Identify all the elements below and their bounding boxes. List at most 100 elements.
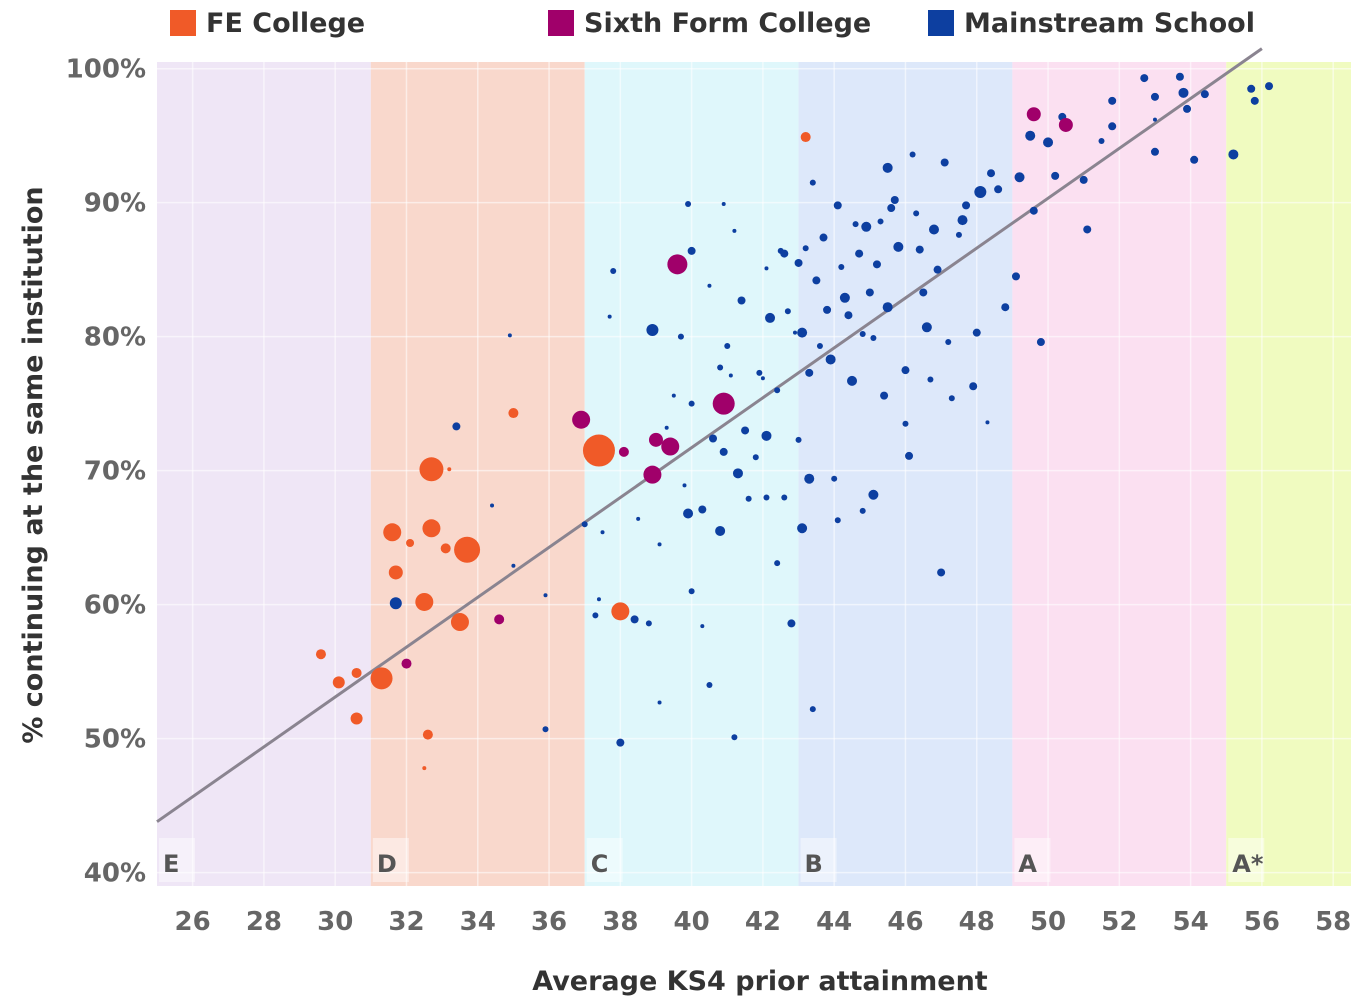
data-point-mainstream-school[interactable] — [852, 221, 859, 228]
data-point-fe-college[interactable] — [419, 457, 444, 482]
data-point-mainstream-school[interactable] — [774, 560, 781, 567]
data-point-mainstream-school[interactable] — [919, 288, 928, 297]
data-point-mainstream-school[interactable] — [700, 624, 705, 629]
data-point-mainstream-school[interactable] — [761, 430, 772, 441]
data-point-mainstream-school[interactable] — [1140, 74, 1149, 83]
data-point-mainstream-school[interactable] — [683, 508, 694, 519]
data-point-fe-college[interactable] — [415, 592, 434, 611]
data-point-mainstream-school[interactable] — [1200, 90, 1209, 99]
data-point-fe-college[interactable] — [447, 467, 452, 472]
data-point-mainstream-school[interactable] — [855, 249, 864, 258]
data-point-mainstream-school[interactable] — [940, 158, 949, 167]
data-point-mainstream-school[interactable] — [890, 196, 899, 205]
data-point-mainstream-school[interactable] — [507, 333, 512, 338]
data-point-mainstream-school[interactable] — [756, 369, 763, 376]
data-point-mainstream-school[interactable] — [490, 503, 495, 508]
data-point-mainstream-school[interactable] — [1150, 92, 1159, 101]
data-point-mainstream-school[interactable] — [1247, 84, 1256, 93]
data-point-sixth-form-college[interactable] — [401, 658, 412, 669]
data-point-sixth-form-college[interactable] — [667, 254, 688, 275]
data-point-mainstream-school[interactable] — [688, 400, 695, 407]
data-point-mainstream-school[interactable] — [831, 475, 838, 482]
data-point-mainstream-school[interactable] — [646, 323, 659, 336]
data-point-fe-college[interactable] — [422, 766, 427, 771]
data-point-mainstream-school[interactable] — [809, 706, 816, 713]
data-point-mainstream-school[interactable] — [706, 682, 713, 689]
data-point-mainstream-school[interactable] — [728, 373, 733, 378]
data-point-mainstream-school[interactable] — [719, 447, 728, 456]
data-point-sixth-form-college[interactable] — [572, 410, 591, 429]
data-point-mainstream-school[interactable] — [1178, 87, 1189, 98]
data-point-mainstream-school[interactable] — [974, 185, 987, 198]
data-point-mainstream-school[interactable] — [804, 473, 815, 484]
data-point-fe-college[interactable] — [388, 565, 403, 580]
data-point-mainstream-school[interactable] — [1152, 117, 1157, 122]
data-point-mainstream-school[interactable] — [823, 305, 832, 314]
data-point-fe-college[interactable] — [332, 676, 345, 689]
data-point-mainstream-school[interactable] — [859, 330, 866, 337]
data-point-mainstream-school[interactable] — [389, 597, 402, 610]
data-point-mainstream-school[interactable] — [698, 505, 707, 514]
data-point-mainstream-school[interactable] — [969, 382, 978, 391]
data-point-mainstream-school[interactable] — [870, 335, 877, 342]
data-point-mainstream-school[interactable] — [745, 495, 752, 502]
data-point-mainstream-school[interactable] — [657, 542, 662, 547]
data-point-mainstream-school[interactable] — [741, 426, 750, 435]
data-point-mainstream-school[interactable] — [657, 700, 662, 705]
data-point-mainstream-school[interactable] — [1175, 72, 1184, 81]
data-point-fe-college[interactable] — [370, 667, 393, 690]
data-point-mainstream-school[interactable] — [1029, 206, 1038, 215]
data-point-mainstream-school[interactable] — [724, 343, 731, 350]
data-point-mainstream-school[interactable] — [677, 333, 684, 340]
data-point-mainstream-school[interactable] — [838, 263, 845, 270]
data-point-mainstream-school[interactable] — [765, 312, 776, 323]
data-point-fe-college[interactable] — [454, 536, 481, 563]
data-point-mainstream-school[interactable] — [809, 179, 816, 186]
data-point-mainstream-school[interactable] — [872, 260, 881, 269]
data-point-mainstream-school[interactable] — [994, 185, 1003, 194]
data-point-mainstream-school[interactable] — [825, 354, 836, 365]
data-point-mainstream-school[interactable] — [913, 210, 920, 217]
data-point-mainstream-school[interactable] — [887, 204, 896, 213]
data-point-mainstream-school[interactable] — [780, 249, 789, 258]
data-point-mainstream-school[interactable] — [962, 201, 971, 210]
data-point-mainstream-school[interactable] — [1108, 122, 1117, 131]
data-point-fe-college[interactable] — [406, 539, 415, 548]
data-point-mainstream-school[interactable] — [1051, 171, 1060, 180]
data-point-mainstream-school[interactable] — [763, 494, 770, 501]
data-point-mainstream-school[interactable] — [731, 734, 738, 741]
data-point-mainstream-school[interactable] — [1228, 149, 1239, 160]
data-point-mainstream-school[interactable] — [859, 507, 866, 514]
data-point-mainstream-school[interactable] — [737, 296, 746, 305]
data-point-mainstream-school[interactable] — [1043, 137, 1054, 148]
data-point-mainstream-school[interactable] — [787, 619, 796, 628]
data-point-mainstream-school[interactable] — [844, 311, 853, 320]
data-point-mainstream-school[interactable] — [797, 523, 808, 534]
data-point-mainstream-school[interactable] — [937, 568, 946, 577]
data-point-fe-college[interactable] — [351, 667, 362, 678]
data-point-mainstream-school[interactable] — [636, 516, 641, 521]
data-point-sixth-form-college[interactable] — [494, 614, 505, 625]
data-point-mainstream-school[interactable] — [600, 530, 605, 535]
data-point-mainstream-school[interactable] — [664, 425, 669, 430]
data-point-mainstream-school[interactable] — [760, 376, 765, 381]
data-point-fe-college[interactable] — [383, 523, 402, 542]
data-point-mainstream-school[interactable] — [985, 420, 990, 425]
data-point-mainstream-school[interactable] — [928, 224, 939, 235]
data-point-sixth-form-college[interactable] — [661, 437, 680, 456]
data-point-sixth-form-college[interactable] — [618, 446, 629, 457]
data-point-mainstream-school[interactable] — [839, 292, 850, 303]
data-point-mainstream-school[interactable] — [819, 233, 828, 242]
data-point-mainstream-school[interactable] — [877, 218, 884, 225]
data-point-mainstream-school[interactable] — [671, 393, 676, 398]
data-point-mainstream-school[interactable] — [882, 302, 893, 313]
data-point-mainstream-school[interactable] — [927, 376, 934, 383]
data-point-mainstream-school[interactable] — [1190, 155, 1199, 164]
data-point-mainstream-school[interactable] — [645, 620, 652, 627]
data-point-mainstream-school[interactable] — [542, 726, 549, 733]
data-point-mainstream-school[interactable] — [797, 327, 808, 338]
data-point-mainstream-school[interactable] — [511, 563, 516, 568]
data-point-mainstream-school[interactable] — [861, 221, 872, 232]
data-point-mainstream-school[interactable] — [955, 231, 962, 238]
data-point-mainstream-school[interactable] — [921, 322, 932, 333]
